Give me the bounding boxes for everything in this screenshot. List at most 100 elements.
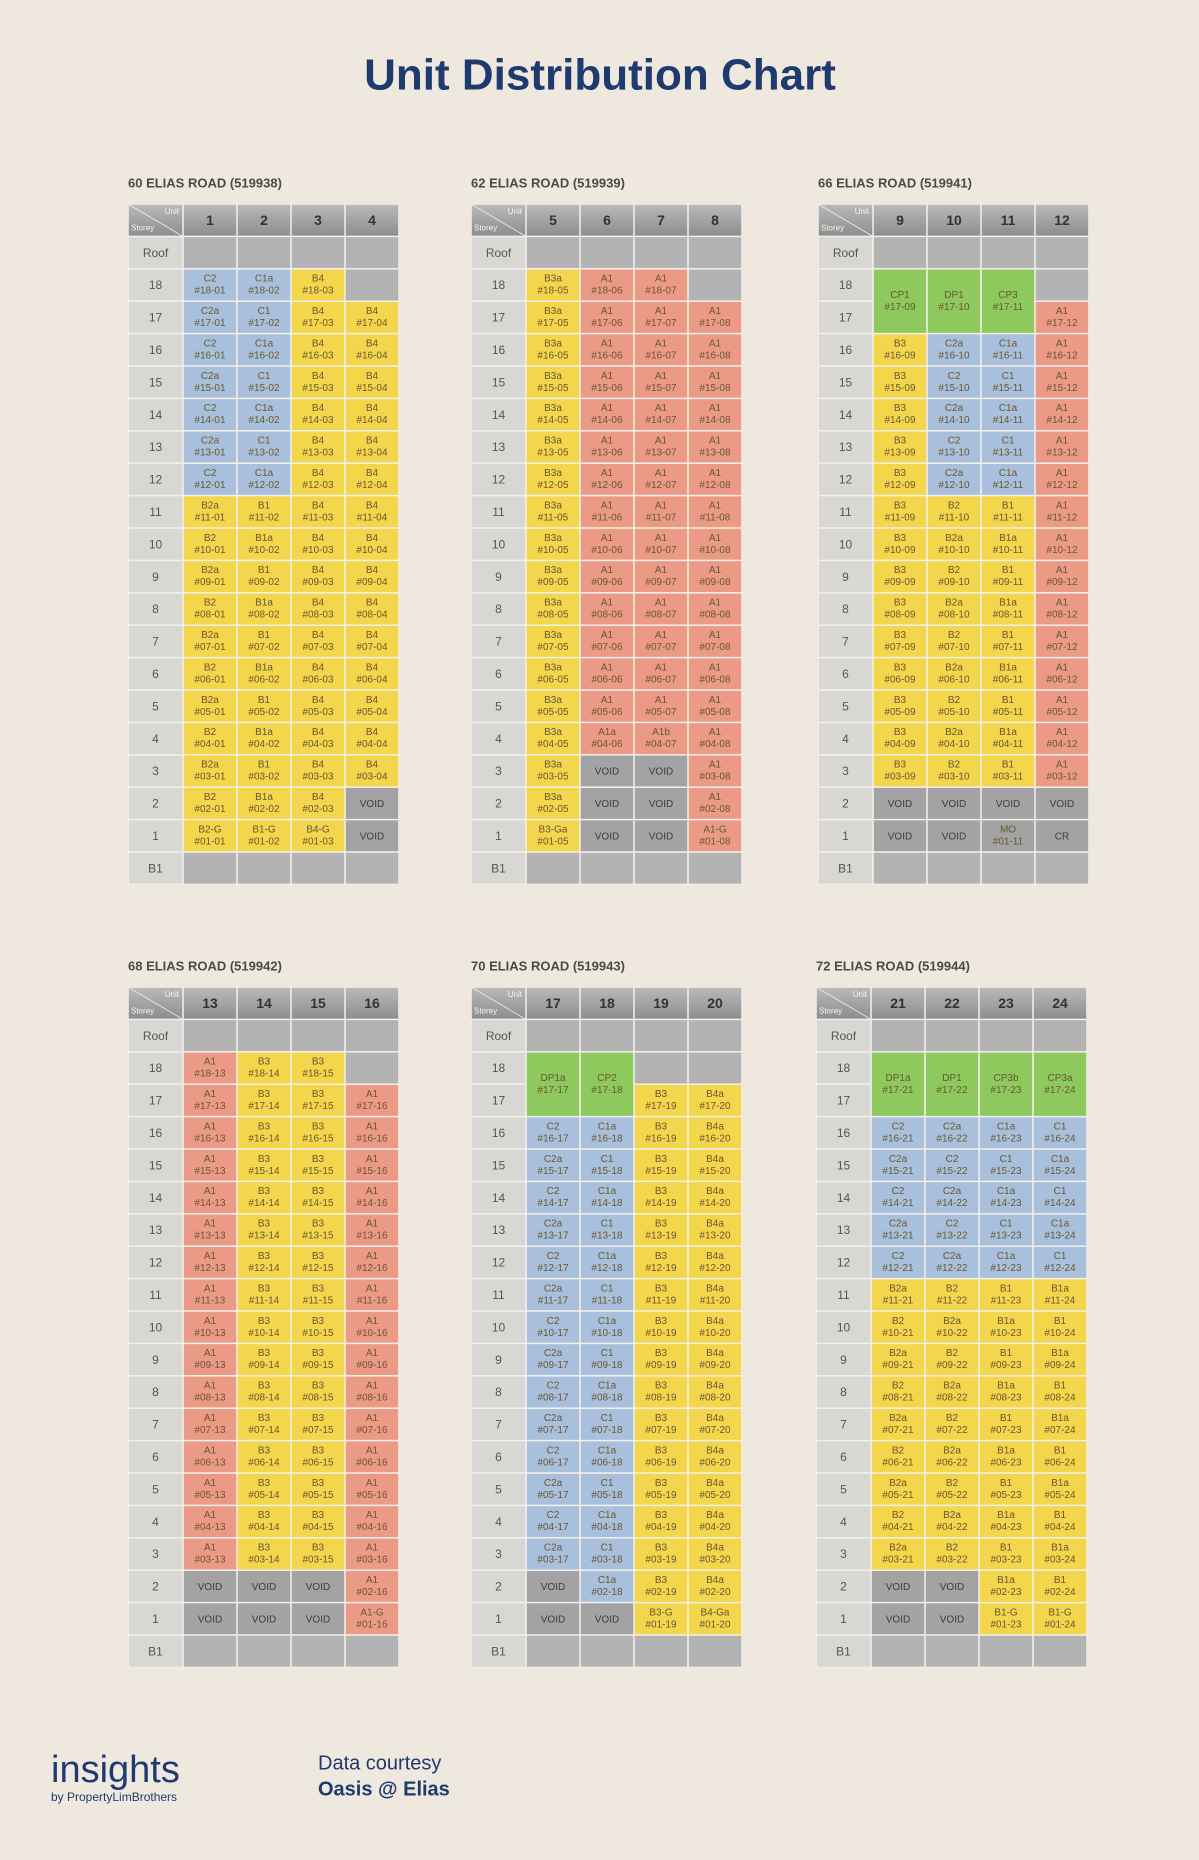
- storey-cell: [471, 334, 526, 366]
- unit-cell: [925, 1506, 979, 1538]
- storey-label: 8: [842, 602, 849, 616]
- unit-cell: [634, 1311, 688, 1343]
- unit-id: #04-14: [248, 1522, 280, 1533]
- unit-cell: [345, 463, 399, 495]
- unit-type: B3a: [544, 727, 562, 738]
- unit-cell: [979, 1149, 1033, 1181]
- unit-cell: [183, 431, 237, 463]
- unit-type: B4: [366, 371, 379, 382]
- unit-cell: [1033, 1570, 1087, 1602]
- unit-cell: [345, 528, 399, 560]
- storey-cell: [471, 237, 526, 269]
- unit-id: #15-06: [591, 383, 623, 394]
- unit-type: B1a: [1051, 1283, 1069, 1294]
- unit-id: #12-12: [1046, 480, 1078, 491]
- unit-id: #15-21: [882, 1166, 914, 1177]
- unit-cell: [580, 1149, 634, 1181]
- empty-cell: [981, 237, 1035, 269]
- unit-id: #18-01: [194, 286, 226, 297]
- block-label: 70 ELIAS ROAD (519943): [471, 958, 625, 973]
- unit-cell: [183, 625, 237, 657]
- unit-type: C1: [258, 371, 271, 382]
- block-label: 62 ELIAS ROAD (519939): [471, 175, 625, 190]
- unit-type: A1: [709, 338, 722, 349]
- unit-type: C2: [204, 274, 217, 285]
- unit-cell: [580, 820, 634, 852]
- storey-label: 11: [492, 505, 505, 519]
- unit-cell: [1033, 1538, 1087, 1570]
- unit-id: #06-10: [938, 674, 970, 685]
- unit-id: #11-02: [249, 512, 280, 523]
- storey-cell: [471, 1538, 526, 1570]
- unit-header: [237, 204, 291, 236]
- storey-label: 5: [495, 699, 502, 713]
- unit-cell: [580, 399, 634, 431]
- unit-cell: [237, 658, 291, 690]
- unit-type: B1-G: [1048, 1607, 1072, 1618]
- unit-id: #10-17: [537, 1328, 569, 1339]
- unit-type: A1: [709, 468, 722, 479]
- unit-type: C2a: [201, 436, 220, 447]
- unit-type: VOID: [595, 831, 619, 842]
- unit-id: #11-22: [937, 1295, 968, 1306]
- unit-type: A1: [709, 403, 722, 414]
- corner-unit: Unit: [508, 207, 523, 216]
- unit-cell: [237, 1279, 291, 1311]
- unit-header: [925, 987, 979, 1019]
- unit-type: B3a: [544, 695, 562, 706]
- unit-cell: [345, 1376, 399, 1408]
- unit-cell: [345, 1506, 399, 1538]
- unit-cell: [873, 787, 927, 819]
- storey-cell: [816, 1441, 871, 1473]
- empty-cell: [291, 852, 345, 884]
- unit-cell: [237, 1149, 291, 1181]
- unit-id: #11-11: [993, 512, 1023, 523]
- unit-cell: [291, 301, 345, 333]
- unit-type: C2a: [544, 1478, 563, 1489]
- empty-cell: [688, 1052, 742, 1084]
- unit-type: C2: [547, 1186, 560, 1197]
- unit-cell: [925, 1473, 979, 1505]
- unit-cell: [927, 399, 981, 431]
- unit-id: #10-16: [356, 1328, 388, 1339]
- unit-type: C1a: [997, 1186, 1016, 1197]
- unit-cell: [1035, 625, 1089, 657]
- unit-cell: [925, 1117, 979, 1149]
- unit-type: A1: [366, 1510, 379, 1521]
- unit-type: A1: [1056, 533, 1069, 544]
- storey-label: 9: [842, 570, 849, 584]
- unit-cell: [526, 690, 580, 722]
- credit: Data courtesy: [318, 1752, 441, 1774]
- unit-id: #09-15: [302, 1360, 334, 1371]
- unit-id: #09-03: [302, 577, 334, 588]
- unit-type: B2a: [201, 695, 219, 706]
- unit-type: B3-Ga: [539, 824, 568, 835]
- storey-label: 17: [492, 311, 506, 325]
- unit-cell: [981, 496, 1035, 528]
- unit-type: B4: [366, 436, 379, 447]
- unit-id: #16-24: [1044, 1133, 1076, 1144]
- unit-cell: [580, 1052, 634, 1116]
- storey-cell: [471, 269, 526, 301]
- unit-type: C2a: [544, 1543, 563, 1554]
- unit-type: C1a: [598, 1121, 617, 1132]
- corner-storey: Storey: [819, 1007, 842, 1016]
- unit-type: C1a: [598, 1445, 617, 1456]
- unit-type: B1: [258, 695, 271, 706]
- unit-number: 14: [256, 995, 272, 1011]
- unit-id: #04-04: [356, 739, 388, 750]
- unit-id: #17-01: [194, 318, 226, 329]
- unit-type: B3: [312, 1154, 325, 1165]
- unit-id: #09-05: [537, 577, 569, 588]
- storey-label: 14: [492, 1191, 506, 1205]
- unit-cell: [291, 1603, 345, 1635]
- unit-type: A1: [709, 630, 722, 641]
- storey-label: 17: [492, 1094, 506, 1108]
- empty-cell: [634, 237, 688, 269]
- unit-type: B3: [655, 1283, 668, 1294]
- unit-id: #13-11: [993, 448, 1024, 459]
- unit-type: C1: [258, 306, 271, 317]
- unit-id: #14-16: [356, 1198, 388, 1209]
- unit-cell: [345, 755, 399, 787]
